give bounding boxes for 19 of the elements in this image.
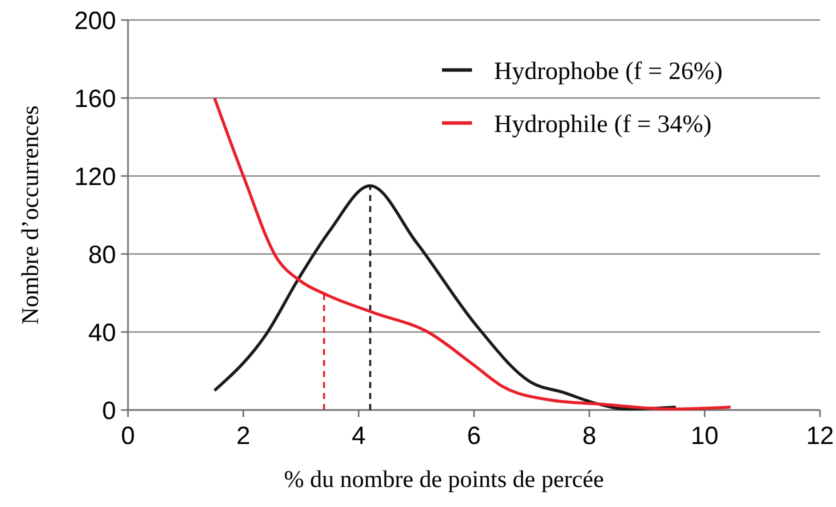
legend-label: Hydrophobe (f = 26%) [494,58,723,85]
legend-label: Hydrophile (f = 34%) [494,110,712,138]
y-tick-label: 200 [74,6,116,35]
y-tick-label: 160 [74,84,116,113]
line-series [213,184,678,411]
y-tick-label: 0 [102,396,116,425]
x-tick-label: 0 [121,422,135,450]
x-axis-title: % du nombre de points de percée [284,467,604,493]
line-series [213,96,732,411]
x-tick-label: 4 [352,422,366,450]
x-tick-label: 6 [467,422,481,450]
y-tick-label: 120 [74,162,116,191]
y-tick-label: 40 [88,318,116,347]
y-tick-label: 80 [88,240,116,269]
x-tick-label: 2 [236,422,250,450]
y-axis-title: Nombre d’occurrences [18,105,44,325]
x-tick-label: 10 [690,422,719,450]
x-tick-label: 12 [806,422,834,450]
x-tick-label: 8 [582,422,596,450]
